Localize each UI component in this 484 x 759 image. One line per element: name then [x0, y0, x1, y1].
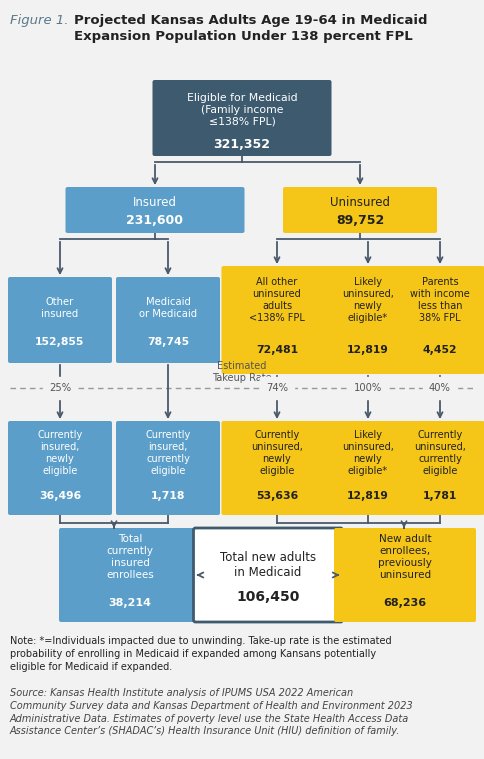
Text: 4,452: 4,452: [422, 345, 456, 355]
Text: Projected Kansas Adults Age 19-64 in Medicaid
Expansion Population Under 138 per: Projected Kansas Adults Age 19-64 in Med…: [74, 14, 426, 43]
Text: 1,781: 1,781: [422, 491, 456, 501]
Text: 72,481: 72,481: [256, 345, 298, 355]
FancyBboxPatch shape: [65, 187, 244, 233]
FancyBboxPatch shape: [152, 80, 331, 156]
Text: 74%: 74%: [265, 383, 287, 393]
Text: 12,819: 12,819: [347, 345, 388, 355]
FancyBboxPatch shape: [394, 266, 484, 374]
Text: 12,819: 12,819: [347, 491, 388, 501]
Text: Uninsured: Uninsured: [329, 197, 389, 209]
Text: Currently
uninsured,
currently
eligible: Currently uninsured, currently eligible: [413, 430, 465, 476]
Text: Likely
uninsured,
newly
eligible*: Likely uninsured, newly eligible*: [341, 277, 393, 323]
Text: 106,450: 106,450: [236, 590, 299, 604]
Text: Estimated
Takeup Rate: Estimated Takeup Rate: [212, 361, 271, 383]
FancyBboxPatch shape: [394, 421, 484, 515]
Text: 38,214: 38,214: [108, 598, 151, 608]
FancyBboxPatch shape: [319, 421, 415, 515]
Text: 40%: 40%: [428, 383, 450, 393]
FancyBboxPatch shape: [8, 421, 112, 515]
Text: Other
insured: Other insured: [41, 297, 78, 319]
Text: Total
currently
insured
enrollees: Total currently insured enrollees: [106, 534, 153, 580]
FancyBboxPatch shape: [8, 277, 112, 363]
Text: Parents
with income
less than
38% FPL: Parents with income less than 38% FPL: [409, 277, 469, 323]
Text: 100%: 100%: [353, 383, 381, 393]
Text: 321,352: 321,352: [213, 137, 270, 150]
Text: 78,745: 78,745: [147, 337, 189, 347]
Text: Currently
insured,
currently
eligible: Currently insured, currently eligible: [145, 430, 190, 476]
FancyBboxPatch shape: [59, 528, 200, 622]
FancyBboxPatch shape: [283, 187, 436, 233]
Text: Medicaid
or Medicaid: Medicaid or Medicaid: [138, 297, 197, 319]
Text: Figure 1.: Figure 1.: [10, 14, 68, 27]
FancyBboxPatch shape: [333, 528, 475, 622]
Text: Note: *=Individuals impacted due to unwinding. Take-up rate is the estimated
pro: Note: *=Individuals impacted due to unwi…: [10, 636, 391, 672]
Text: Currently
uninsured,
newly
eligible: Currently uninsured, newly eligible: [251, 430, 302, 476]
FancyBboxPatch shape: [221, 421, 332, 515]
Text: 1,718: 1,718: [151, 491, 185, 501]
Text: 25%: 25%: [49, 383, 71, 393]
Text: Insured: Insured: [133, 197, 177, 209]
FancyBboxPatch shape: [319, 266, 415, 374]
FancyBboxPatch shape: [116, 421, 220, 515]
Text: 68,236: 68,236: [383, 598, 426, 608]
Text: Likely
uninsured,
newly
eligible*: Likely uninsured, newly eligible*: [341, 430, 393, 476]
Text: 53,636: 53,636: [256, 491, 298, 501]
Text: Eligible for Medicaid
(Family income
≤138% FPL): Eligible for Medicaid (Family income ≤13…: [186, 93, 297, 127]
Text: Total new adults
in Medicaid: Total new adults in Medicaid: [219, 551, 316, 579]
Text: 36,496: 36,496: [39, 491, 81, 501]
FancyBboxPatch shape: [116, 277, 220, 363]
FancyBboxPatch shape: [221, 266, 332, 374]
Text: 231,600: 231,600: [126, 215, 183, 228]
Text: 152,855: 152,855: [35, 337, 85, 347]
Text: 89,752: 89,752: [335, 215, 383, 228]
Text: All other
uninsured
adults
<138% FPL: All other uninsured adults <138% FPL: [249, 277, 304, 323]
Text: Source: Kansas Health Institute analysis of IPUMS USA 2022 American
Community Su: Source: Kansas Health Institute analysis…: [10, 688, 412, 736]
FancyBboxPatch shape: [193, 528, 342, 622]
Text: New adult
enrollees,
previously
uninsured: New adult enrollees, previously uninsure…: [378, 534, 431, 580]
Text: Currently
insured,
newly
eligible: Currently insured, newly eligible: [37, 430, 82, 476]
